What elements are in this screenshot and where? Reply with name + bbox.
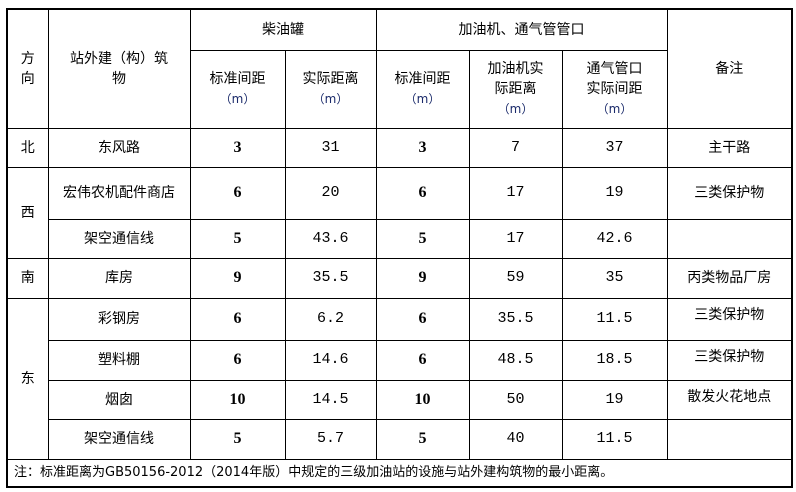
header-direction: 方向 [6,8,49,129]
building-cell: 架空通信线 [47,218,191,259]
tank-std-cell: 5 [189,218,286,259]
distance-table: 方向 站外建（构）筑物 柴油罐 加油机、通气管管口 备注 标准间距 （m） 实际距… [6,8,794,488]
disp-actual-cell: 7 [468,127,563,168]
disp-std-cell: 10 [375,379,470,420]
building-cell: 东风路 [47,127,191,168]
vent-actual-cell: 19 [561,166,668,220]
tank-actual-cell: 5.7 [284,418,377,460]
disp-actual-cell: 17 [468,166,563,220]
direction-cell: 北 [6,127,49,168]
table-row: 架空通信线 5 43.6 5 17 42.6 [7,218,793,259]
tank-actual-cell: 6.2 [284,297,377,341]
tank-std-cell: 6 [189,339,286,381]
tank-actual-cell: 43.6 [284,218,377,259]
vent-actual-cell: 11.5 [561,418,668,460]
table-note: 注：标准距离为GB50156-2012（2014年版）中规定的三级加油站的设施与… [6,458,793,488]
table-row: 北东风路 3 31 3 7 37 主干路 [6,127,793,168]
tank-std-cell: 3 [189,127,286,168]
building-cell: 彩钢房 [47,297,191,341]
disp-actual-cell: 50 [468,379,563,420]
building-cell: 宏伟农机配件商店 [47,166,191,220]
disp-actual-cell: 59 [468,257,563,299]
vent-actual-cell: 18.5 [561,339,668,381]
tank-std-cell: 10 [189,379,286,420]
disp-std-cell: 5 [375,218,470,259]
building-cell: 塑料棚 [47,339,191,381]
vent-actual-cell: 37 [561,127,668,168]
tank-actual-cell: 20 [284,166,377,220]
tank-actual-cell: 14.5 [284,379,377,420]
disp-std-cell: 5 [375,418,470,460]
remark-cell [666,218,793,259]
header-building: 站外建（构）筑物 [47,8,191,129]
header-disp-std: 标准间距 （m） [375,49,470,129]
tank-actual-cell: 31 [284,127,377,168]
remark-cell: 三类保护物 [666,297,793,341]
direction-cell: 南 [6,257,49,299]
vent-actual-cell: 42.6 [561,218,668,259]
remark-cell: 丙类物品厂房 [666,257,793,299]
remark-cell: 散发火花地点 [666,379,793,420]
building-cell: 烟囱 [47,379,191,420]
tank-actual-cell: 35.5 [284,257,377,299]
table-row: 东彩钢房 6 6.2 6 35.5 11.5 三类保护物 [6,297,793,460]
tank-actual-cell: 14.6 [284,339,377,381]
direction-cell: 西 [6,166,49,259]
header-remark: 备注 [666,8,793,129]
vent-actual-cell: 11.5 [561,297,668,341]
remark-cell: 三类保护物 [666,166,793,220]
tank-std-cell: 6 [189,166,286,220]
table-row: 架空通信线 5 5.7 5 40 11.5 [7,418,793,460]
disp-actual-cell: 17 [468,218,563,259]
table-row: 烟囱 10 14.5 10 50 19 散发火花地点 [7,379,793,420]
tank-std-cell: 5 [189,418,286,460]
disp-actual-cell: 40 [468,418,563,460]
header-tank-group: 柴油罐 [189,8,377,51]
building-cell: 架空通信线 [47,418,191,460]
disp-std-cell: 6 [375,339,470,381]
table-row: 塑料棚 6 14.6 6 48.5 18.5 三类保护物 [7,339,793,381]
remark-cell: 三类保护物 [666,339,793,381]
header-disp-actual: 加油机实际距离 （m） [468,49,563,129]
tank-std-cell: 9 [189,257,286,299]
vent-actual-cell: 35 [561,257,668,299]
tank-std-cell: 6 [189,297,286,341]
table-row: 西宏伟农机配件商店 6 20 6 17 19 三类保护物 [6,166,793,259]
disp-std-cell: 6 [375,166,470,220]
header-dispenser-group: 加油机、通气管管口 [375,8,668,51]
remark-cell [666,418,793,460]
remark-cell: 主干路 [666,127,793,168]
disp-std-cell: 3 [375,127,470,168]
disp-std-cell: 9 [375,257,470,299]
vent-actual-cell: 19 [561,379,668,420]
header-tank-std: 标准间距 （m） [189,49,286,129]
header-tank-actual: 实际距离 （m） [284,49,377,129]
disp-std-cell: 6 [375,297,470,341]
direction-cell: 东 [6,297,49,460]
header-vent-actual: 通气管口实际间距 （m） [561,49,668,129]
disp-actual-cell: 48.5 [468,339,563,381]
disp-actual-cell: 35.5 [468,297,563,341]
building-cell: 库房 [47,257,191,299]
table-row: 南库房 9 35.5 9 59 35 丙类物品厂房 [6,257,793,299]
